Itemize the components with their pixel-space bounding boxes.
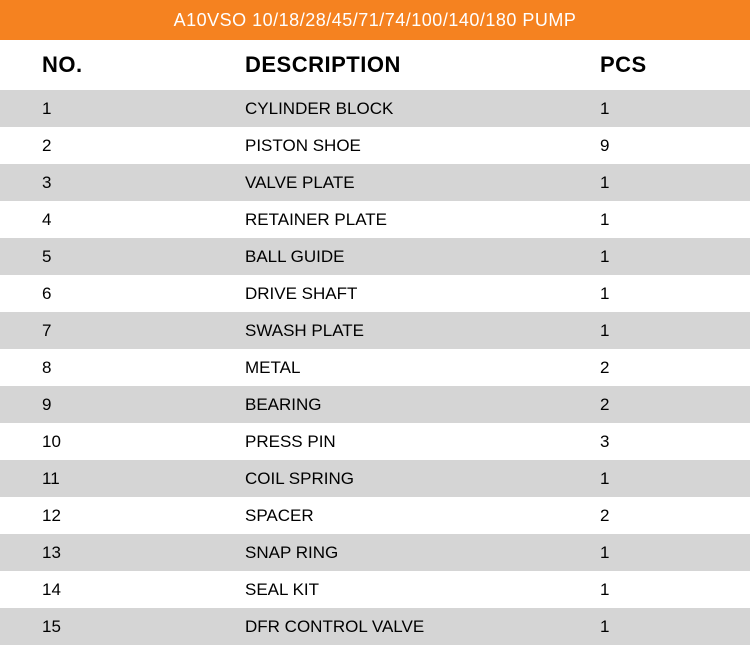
cell-desc: SEAL KIT: [245, 580, 600, 600]
cell-desc: BEARING: [245, 395, 600, 415]
table-body: 1CYLINDER BLOCK12PISTON SHOE93VALVE PLAT…: [0, 90, 750, 645]
header-no: NO.: [0, 52, 245, 78]
cell-no: 1: [0, 99, 245, 119]
table-row: 4RETAINER PLATE1: [0, 201, 750, 238]
cell-desc: BALL GUIDE: [245, 247, 600, 267]
cell-no: 15: [0, 617, 245, 637]
cell-pcs: 1: [600, 543, 750, 563]
cell-pcs: 2: [600, 358, 750, 378]
cell-desc: PISTON SHOE: [245, 136, 600, 156]
cell-desc: DFR CONTROL VALVE: [245, 617, 600, 637]
cell-desc: DRIVE SHAFT: [245, 284, 600, 304]
table-row: 3VALVE PLATE1: [0, 164, 750, 201]
table-row: 10PRESS PIN3: [0, 423, 750, 460]
cell-pcs: 1: [600, 469, 750, 489]
cell-desc: RETAINER PLATE: [245, 210, 600, 230]
table-row: 11COIL SPRING1: [0, 460, 750, 497]
cell-desc: CYLINDER BLOCK: [245, 99, 600, 119]
cell-no: 14: [0, 580, 245, 600]
table-row: 8METAL2: [0, 349, 750, 386]
cell-no: 5: [0, 247, 245, 267]
cell-pcs: 2: [600, 395, 750, 415]
table-row: 5BALL GUIDE1: [0, 238, 750, 275]
cell-desc: SNAP RING: [245, 543, 600, 563]
cell-pcs: 9: [600, 136, 750, 156]
table-row: 9BEARING2: [0, 386, 750, 423]
cell-desc: SWASH PLATE: [245, 321, 600, 341]
table-row: 1CYLINDER BLOCK1: [0, 90, 750, 127]
cell-no: 8: [0, 358, 245, 378]
cell-no: 12: [0, 506, 245, 526]
parts-table: A10VSO 10/18/28/45/71/74/100/140/180 PUM…: [0, 0, 750, 645]
cell-no: 13: [0, 543, 245, 563]
table-row: 12SPACER2: [0, 497, 750, 534]
cell-pcs: 1: [600, 284, 750, 304]
cell-no: 3: [0, 173, 245, 193]
header-pcs: PCS: [600, 52, 750, 78]
cell-no: 11: [0, 469, 245, 489]
cell-pcs: 3: [600, 432, 750, 452]
cell-pcs: 1: [600, 617, 750, 637]
cell-desc: SPACER: [245, 506, 600, 526]
cell-desc: PRESS PIN: [245, 432, 600, 452]
cell-pcs: 1: [600, 580, 750, 600]
table-header: NO. DESCRIPTION PCS: [0, 40, 750, 90]
table-row: 15DFR CONTROL VALVE1: [0, 608, 750, 645]
cell-pcs: 1: [600, 173, 750, 193]
cell-no: 2: [0, 136, 245, 156]
cell-pcs: 2: [600, 506, 750, 526]
table-row: 6DRIVE SHAFT1: [0, 275, 750, 312]
table-row: 14SEAL KIT1: [0, 571, 750, 608]
cell-no: 10: [0, 432, 245, 452]
cell-no: 9: [0, 395, 245, 415]
cell-pcs: 1: [600, 321, 750, 341]
cell-no: 7: [0, 321, 245, 341]
cell-pcs: 1: [600, 210, 750, 230]
header-desc: DESCRIPTION: [245, 52, 600, 78]
cell-no: 6: [0, 284, 245, 304]
table-row: 13SNAP RING1: [0, 534, 750, 571]
table-row: 2PISTON SHOE9: [0, 127, 750, 164]
cell-desc: METAL: [245, 358, 600, 378]
cell-pcs: 1: [600, 99, 750, 119]
table-row: 7SWASH PLATE1: [0, 312, 750, 349]
cell-no: 4: [0, 210, 245, 230]
cell-desc: COIL SPRING: [245, 469, 600, 489]
cell-desc: VALVE PLATE: [245, 173, 600, 193]
cell-pcs: 1: [600, 247, 750, 267]
title-bar: A10VSO 10/18/28/45/71/74/100/140/180 PUM…: [0, 0, 750, 40]
